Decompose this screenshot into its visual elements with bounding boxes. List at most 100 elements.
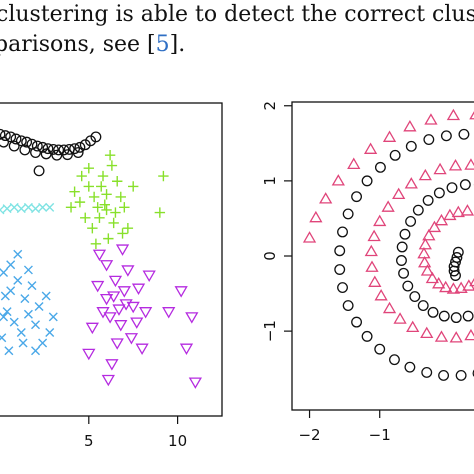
left-series-4-point-25 bbox=[92, 249, 107, 262]
right-series-0-point-24 bbox=[382, 301, 397, 314]
right-series-1-point-37 bbox=[417, 300, 429, 312]
right-series-0-point-6 bbox=[347, 157, 361, 170]
body-text-line-2-start: parisons, see [ bbox=[0, 32, 156, 57]
left-series-0-point-21 bbox=[19, 144, 31, 156]
left-series-4-point-23 bbox=[101, 374, 115, 387]
left-series-1-point-28 bbox=[96, 181, 107, 192]
right-series-1-point-39 bbox=[438, 310, 450, 322]
left-series-0-point-0 bbox=[0, 128, 6, 140]
left-series-0-point-3 bbox=[10, 133, 22, 145]
right-series-0-point-11 bbox=[464, 158, 474, 170]
left-series-4-point-11 bbox=[139, 307, 153, 319]
left-series-0-point-11 bbox=[53, 144, 65, 156]
right-series-0-point-34 bbox=[443, 208, 457, 221]
left-series-4-point-5 bbox=[103, 312, 117, 324]
left-series-3-point-15 bbox=[4, 346, 14, 356]
left-series-4-point-19 bbox=[185, 312, 199, 324]
right-series-1-point-26 bbox=[446, 182, 458, 194]
right-series-1-point-41 bbox=[462, 310, 474, 322]
left-series-4-point-29 bbox=[135, 343, 149, 355]
right-series-0-point-45 bbox=[446, 282, 461, 294]
right-series-1-point-25 bbox=[459, 179, 471, 191]
left-series-1-point-22 bbox=[158, 170, 169, 182]
right-series-1-point-29 bbox=[412, 204, 424, 216]
citation-link[interactable]: 5 bbox=[155, 32, 170, 57]
left-series-0-point-25 bbox=[62, 149, 73, 161]
left-series-2-point-4 bbox=[23, 202, 33, 212]
left-series-1-point-5 bbox=[87, 223, 98, 234]
right-series-0-point-19 bbox=[367, 229, 381, 242]
right-series-0-point-1 bbox=[446, 108, 461, 121]
right-series-1-point-6 bbox=[374, 161, 386, 173]
body-text-line-2-end: ]. bbox=[169, 32, 186, 57]
right-series-0-point-44 bbox=[439, 280, 453, 293]
left-series-0-point-24 bbox=[51, 149, 63, 161]
left-series-1-point-4 bbox=[110, 207, 121, 218]
right-series-0-point-2 bbox=[424, 113, 438, 125]
right-series-1-point-38 bbox=[427, 306, 439, 318]
right-series-0-point-35 bbox=[434, 213, 449, 226]
left-series-1-point-20 bbox=[65, 202, 77, 213]
right-series-0-point-29 bbox=[449, 331, 463, 343]
right-x-tick-label-0: −2 bbox=[298, 426, 320, 444]
left-series-1 bbox=[65, 149, 169, 250]
left-series-3-point-17 bbox=[0, 291, 10, 301]
right-series-1-point-9 bbox=[342, 208, 354, 220]
left-series-4-point-4 bbox=[126, 301, 140, 314]
left-series-2-point-6 bbox=[38, 202, 48, 212]
right-series-0-point-30 bbox=[464, 328, 474, 341]
left-series-4-point-14 bbox=[85, 322, 99, 335]
right-y-tick-label-3: 2 bbox=[261, 101, 279, 111]
body-text-line-1-content: clustering is able to detect the correct… bbox=[0, 2, 474, 27]
left-series-4-point-20 bbox=[174, 286, 188, 298]
left-series-3-point-13 bbox=[48, 312, 58, 322]
left-series-0-point-2 bbox=[5, 131, 17, 143]
right-series-0-point-36 bbox=[427, 220, 442, 233]
right-series-1-point-19 bbox=[404, 361, 416, 373]
left-series-4 bbox=[82, 244, 202, 389]
right-series-1-point-1 bbox=[458, 128, 470, 140]
right-series-1-point-23 bbox=[472, 369, 474, 377]
left-series-3-point-16 bbox=[13, 249, 23, 259]
right-series-1-point-16 bbox=[361, 330, 373, 342]
right-series-1-point-22 bbox=[455, 369, 467, 381]
left-series-1-point-15 bbox=[99, 199, 110, 210]
left-series-3-point-19 bbox=[31, 346, 41, 356]
left-marks-group bbox=[0, 128, 202, 389]
left-x-tick-label-0: 5 bbox=[84, 432, 94, 450]
right-series-1-point-21 bbox=[438, 369, 450, 381]
left-series-1-point-13 bbox=[88, 191, 100, 203]
right-series-1-point-31 bbox=[399, 228, 411, 240]
left-series-1-point-1 bbox=[83, 181, 94, 192]
left-series-3-point-6 bbox=[2, 307, 12, 317]
left-series-4-point-13 bbox=[115, 244, 130, 256]
left-series-4-point-1 bbox=[99, 293, 114, 306]
left-series-4-point-30 bbox=[188, 377, 202, 389]
left-series-4-point-24 bbox=[179, 343, 194, 355]
left-series-0-point-8 bbox=[37, 141, 49, 153]
right-series-0-point-27 bbox=[420, 326, 434, 339]
left-series-1-point-0 bbox=[74, 196, 86, 208]
right-series-1-point-4 bbox=[405, 140, 417, 152]
right-series-0-point-42 bbox=[425, 271, 439, 284]
right-series-0-point-28 bbox=[434, 330, 449, 342]
right-series-1-point-49 bbox=[450, 270, 461, 281]
right-series-0-point-5 bbox=[363, 142, 378, 154]
left-series-0-point-18 bbox=[90, 131, 102, 143]
right-series-0-point-38 bbox=[418, 237, 432, 250]
left-series-4-point-15 bbox=[124, 333, 139, 345]
left-series-1-point-21 bbox=[128, 181, 139, 192]
right-series-1-point-2 bbox=[440, 130, 452, 142]
left-series-3-point-2 bbox=[13, 275, 23, 285]
left-series-1-point-27 bbox=[117, 228, 128, 239]
left-series-1-point-23 bbox=[154, 207, 166, 218]
right-series-0-point-40 bbox=[418, 255, 432, 268]
right-series-0-point-15 bbox=[404, 177, 418, 189]
left-series-4-point-9 bbox=[107, 291, 121, 303]
right-series-0-point-8 bbox=[319, 192, 333, 204]
right-series-0-point-48 bbox=[469, 277, 474, 287]
right-axis-group: −2 −1 −1 0 1 2 bbox=[261, 101, 391, 444]
left-series-1-point-7 bbox=[106, 160, 118, 171]
left-series-3-point-18 bbox=[23, 265, 33, 275]
left-series-3-point-12 bbox=[41, 291, 51, 301]
